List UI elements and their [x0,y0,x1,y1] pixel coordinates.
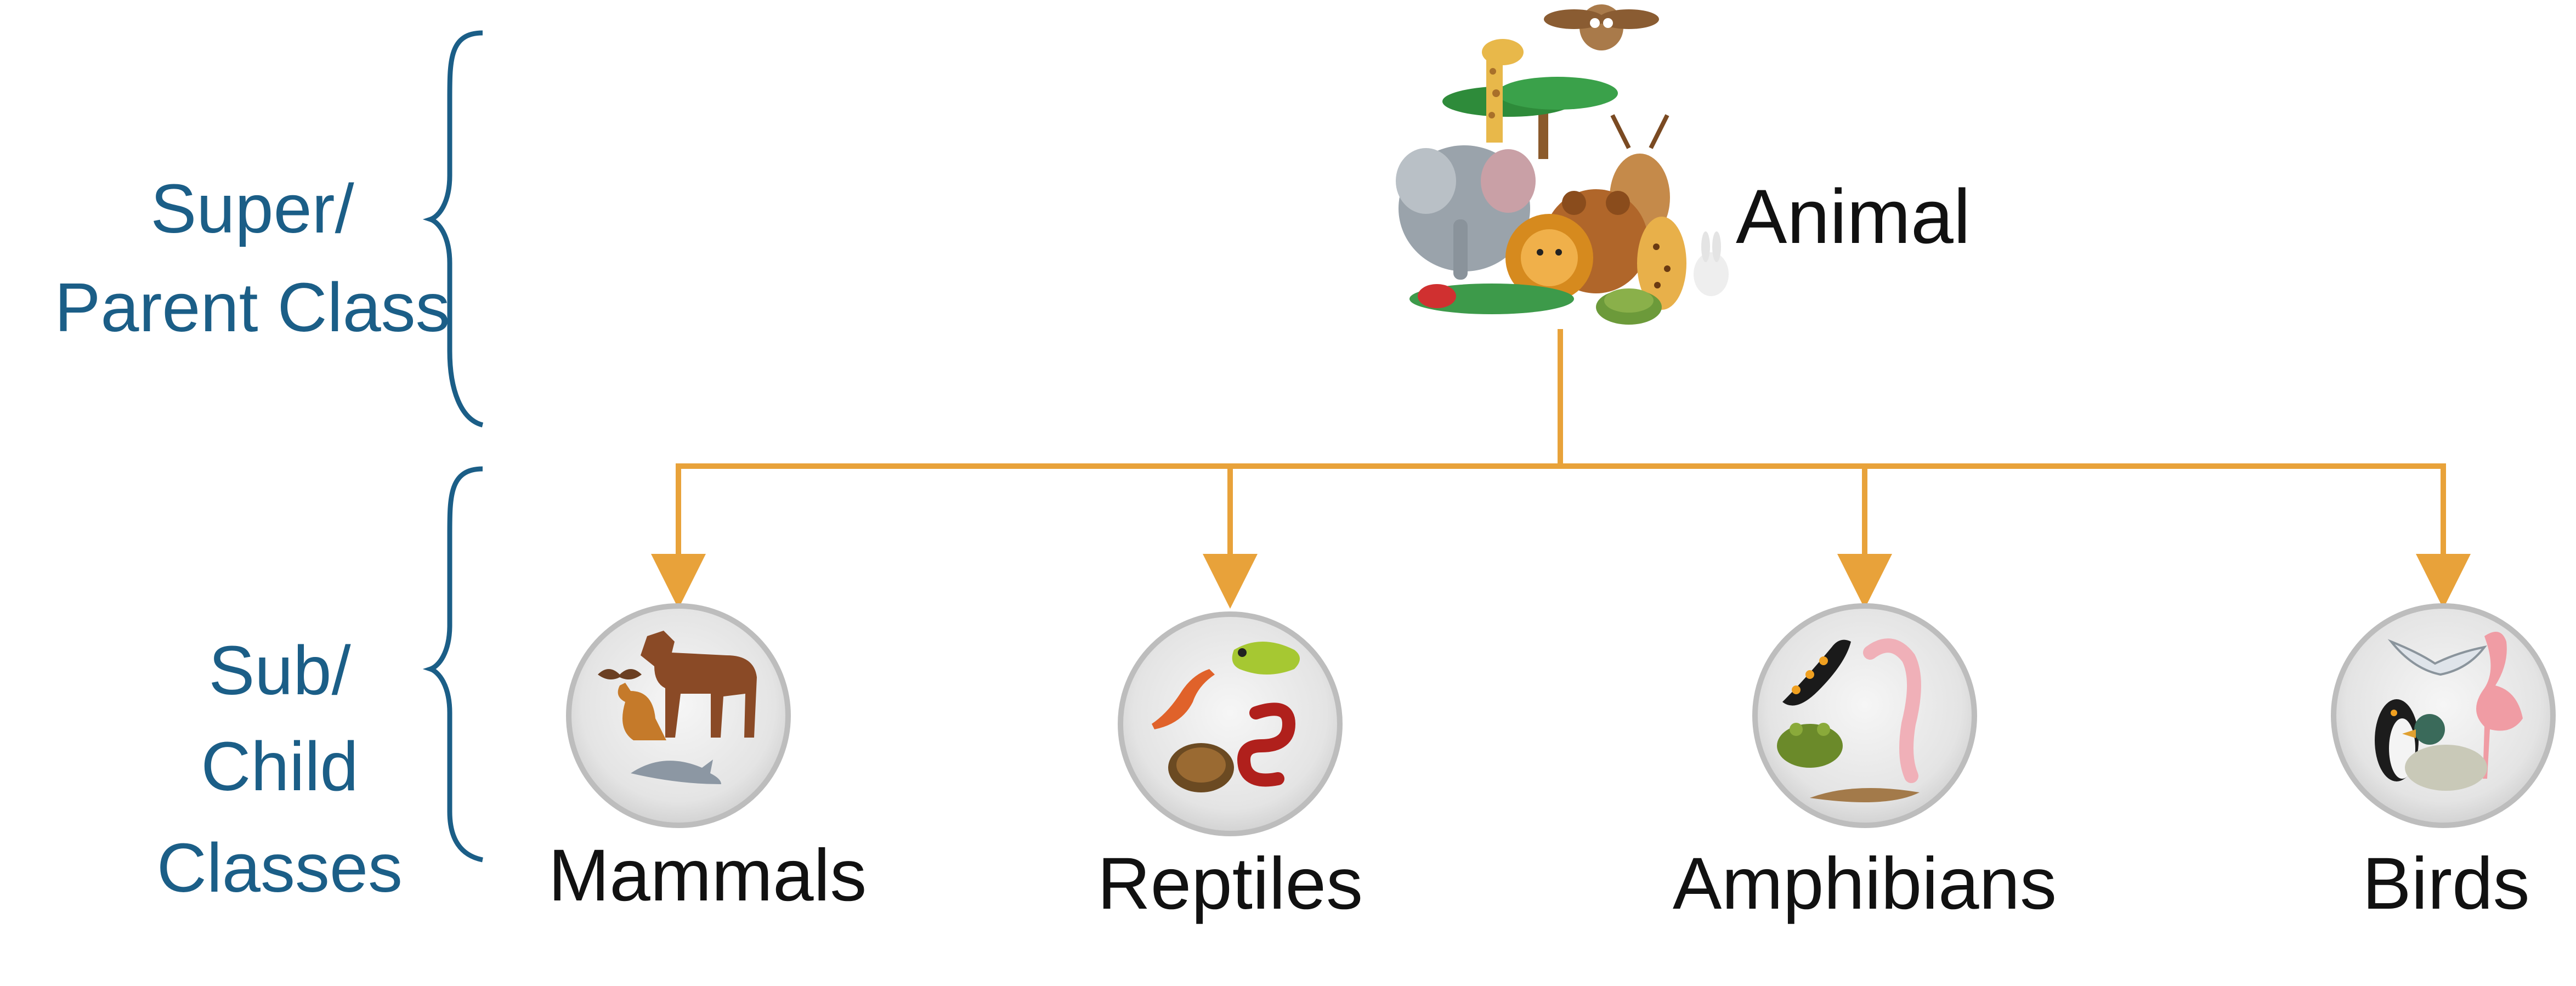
sub-class-label-line2: Child [201,728,359,805]
parent-node-label: Animal [1736,173,1971,259]
sub-class-label-line1: Sub/ [208,632,351,709]
sub-class-brace [422,466,484,863]
child-node-label-reptiles: Reptiles [1097,843,1363,925]
sub-class-label-line3: Classes [156,829,403,906]
animal-group-icon [1396,4,1729,325]
super-class-label-line1: Super/ [150,170,354,247]
amphibians-icon [1752,603,1977,828]
mammals-icon [566,603,791,828]
reptiles-icon [1118,611,1343,836]
child-node-label-birds: Birds [2362,843,2530,925]
super-class-brace [422,30,484,428]
birds-icon [2331,603,2556,828]
child-node-label-amphibians: Amphibians [1672,843,2057,925]
super-class-label-line2: Parent Class [54,269,450,346]
child-node-label-mammals: Mammals [548,835,867,916]
